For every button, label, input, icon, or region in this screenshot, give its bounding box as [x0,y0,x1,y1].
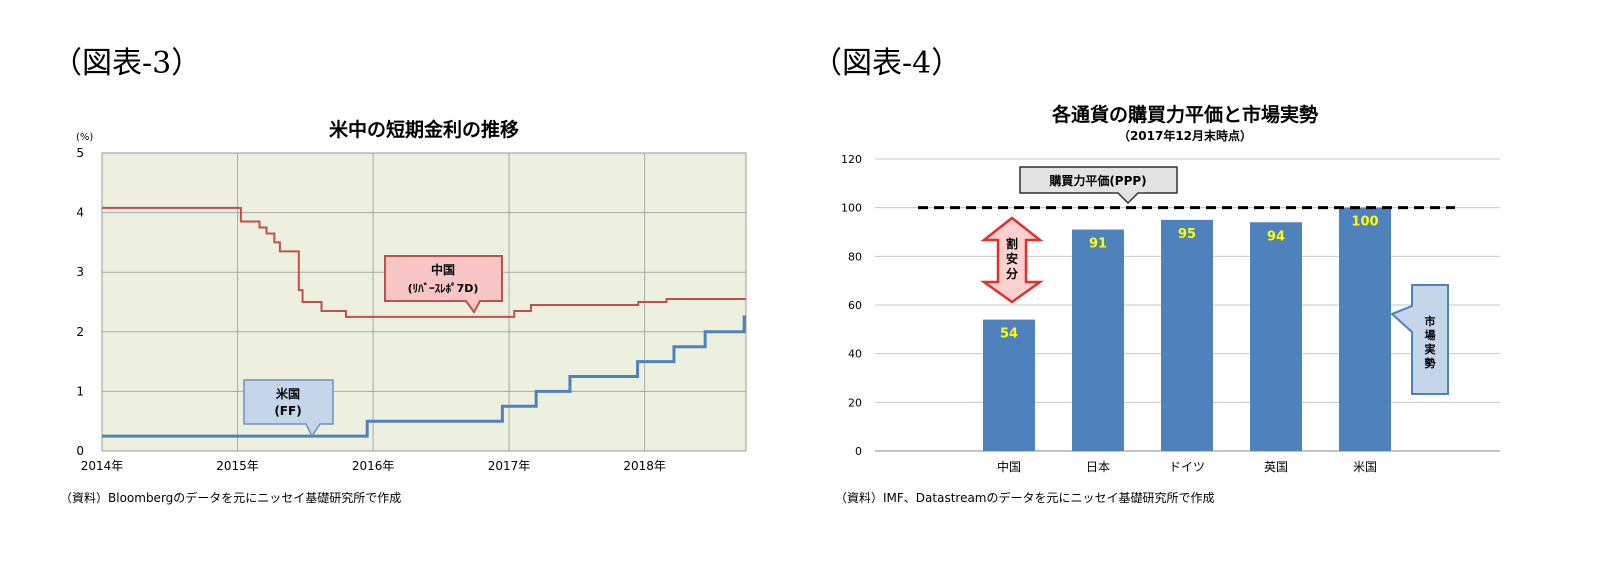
callout-china-line1: 中国 [431,262,455,277]
figure-label-3: （図表-3） [52,46,202,81]
x-category-label: 中国 [997,459,1021,474]
bar-5 [1339,207,1391,451]
cheap-label-char: 分 [1006,266,1018,281]
y-tick-label: 120 [841,153,862,166]
ppp-callout-box [1019,166,1178,205]
y-tick-label: 2 [76,325,84,339]
bar-value-label: 94 [1267,229,1285,244]
right-chart-title: 各通貨の購買力平価と市場実勢 [1051,104,1318,126]
market-label-char: 市 [1425,314,1436,328]
callout-china-line2: (ﾘﾊﾞｰｽﾚﾎﾟ7D) [408,281,479,295]
y-tick-label: 4 [76,206,84,220]
series-line-us [102,315,746,438]
bar-value-label: 54 [1000,327,1018,342]
y-axis-unit: (%) [76,132,93,143]
y-tick-label: 20 [848,396,862,409]
market-callout: 市場実勢 [1390,284,1449,395]
ppp-callout: 購買力平価(PPP) [1019,166,1178,205]
y-tick-label: 5 [76,146,84,160]
x-tick-label: 2018年 [623,459,666,473]
market-label-char: 勢 [1425,356,1436,370]
bar-1 [983,319,1035,451]
x-tick-label: 2016年 [352,459,395,473]
y-tick-label: 3 [76,265,84,279]
callout-us: 米国 (FF) [243,379,334,438]
x-category-label: 日本 [1086,460,1110,474]
double-arrow-icon [980,216,1044,304]
market-label-char: 実 [1425,342,1436,356]
market-callout-box [1390,284,1449,395]
cheap-label-char: 割 [1006,236,1018,251]
y-tick-label: 0 [76,444,84,458]
series-line-china [102,206,746,318]
y-tick-label: 1 [76,384,84,398]
bar-value-label: 95 [1178,227,1196,242]
x-tick-label: 2015年 [216,459,259,473]
x-category-label: 米国 [1353,460,1377,474]
cheap-arrow: 割安分 [980,216,1044,304]
x-tick-label: 2017年 [488,459,531,473]
bar-4 [1250,222,1302,451]
left-chart: 0 1 2 3 4 5 (%) 2014年 2015年 2016年 2017年 2018年 中国 (ﾘﾊﾞ… [76,132,747,473]
callout-us-line2: (FF) [274,404,301,418]
bar-2 [1072,229,1124,451]
right-chart-subtitle: （2017年12月末時点） [1117,129,1253,143]
callout-us-box [243,379,334,438]
cheap-label-char: 安 [1006,251,1018,266]
y-tick-label: 60 [848,299,862,312]
ppp-callout-label: 購買力平価(PPP) [1048,173,1146,188]
left-source-note: （資料）Bloombergのデータを元にニッセイ基礎研究所で作成 [60,491,402,505]
bar-value-label: 91 [1089,237,1107,252]
market-label-char: 場 [1425,328,1436,342]
left-chart-title: 米中の短期金利の推移 [328,119,519,141]
right-source-note: （資料）IMF、Datastreamのデータを元にニッセイ基礎研究所で作成 [835,491,1215,505]
x-category-label: 英国 [1264,460,1288,474]
y-tick-label: 0 [855,445,862,458]
y-tick-label: 80 [848,250,862,263]
callout-china: 中国 (ﾘﾊﾞｰｽﾚﾎﾟ7D) [384,255,503,314]
y-tick-label: 40 [848,348,862,361]
x-category-label: ドイツ [1169,460,1205,474]
figure-label-4: （図表-4） [812,46,962,81]
callout-us-line1: 米国 [276,386,300,401]
callout-china-box [384,255,503,314]
bar-value-label: 100 [1351,215,1378,230]
x-tick-label: 2014年 [81,459,124,473]
bar-3 [1161,219,1213,451]
y-tick-label: 100 [841,202,862,215]
